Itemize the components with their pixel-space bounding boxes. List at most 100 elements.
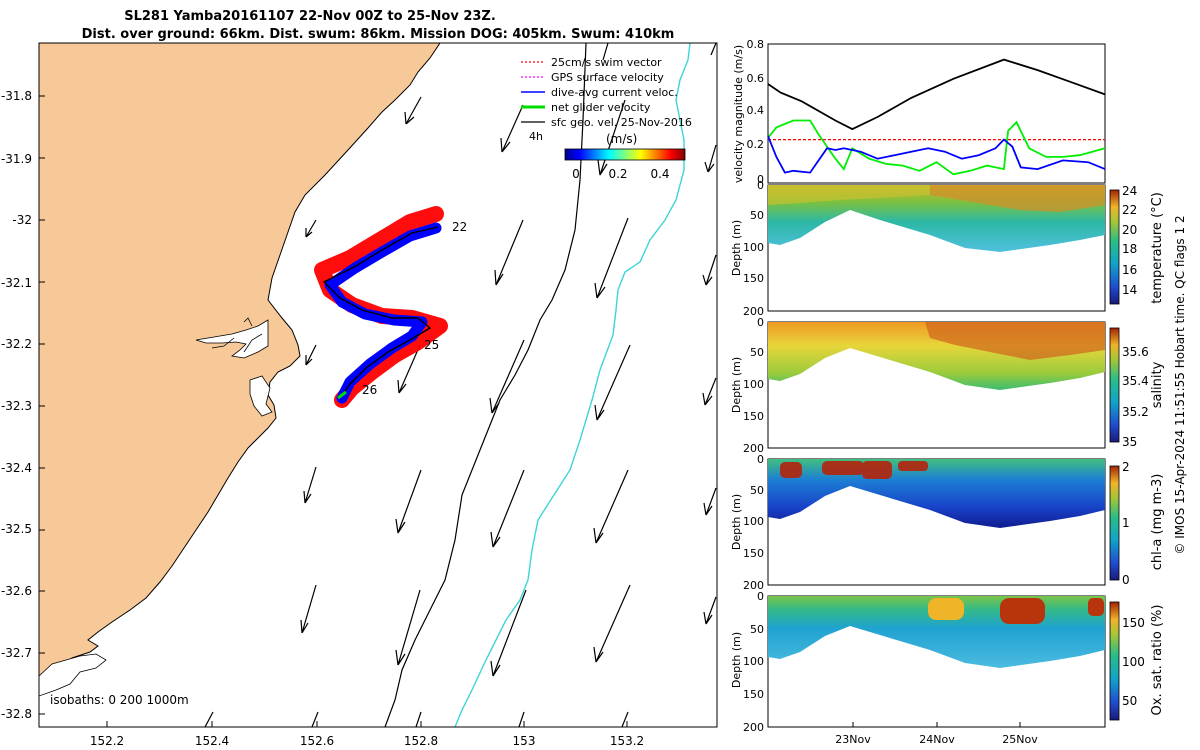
temperature-colorbar-ticks: 14 16 18 20 22 24 bbox=[1122, 184, 1137, 297]
south-bay bbox=[39, 653, 107, 697]
isobath-200m bbox=[384, 43, 587, 727]
vector bbox=[303, 466, 317, 504]
vector bbox=[518, 711, 525, 727]
cbar-tick: 18 bbox=[1122, 242, 1137, 256]
map-xtick-label: 152.4 bbox=[195, 734, 229, 748]
glider-path bbox=[322, 226, 439, 399]
velocity-ytick-label: 0.8 bbox=[747, 38, 765, 51]
vector bbox=[703, 487, 717, 516]
cbar-tick: 20 bbox=[1122, 223, 1137, 237]
chla-colorbar-ticks: 0 1 2 bbox=[1122, 460, 1130, 587]
vector bbox=[703, 596, 717, 625]
depth-tick-label: 150 bbox=[743, 688, 764, 701]
vector bbox=[710, 43, 717, 56]
series-dive-avg-current bbox=[767, 135, 1106, 174]
depth-tick-label: 200 bbox=[743, 442, 764, 455]
date-tick-label: 24Nov bbox=[919, 733, 955, 746]
vector bbox=[489, 339, 525, 414]
oxygen-ylabel: Depth (m) bbox=[730, 632, 743, 688]
map-legend: 25cm/s swim vector GPS surface velocity … bbox=[521, 56, 692, 181]
cbar-tick: 22 bbox=[1122, 203, 1137, 217]
depth-tick-label: 150 bbox=[743, 272, 764, 285]
cbar-tick: 1 bbox=[1122, 516, 1130, 530]
date-axis: 23Nov 24Nov 25Nov bbox=[835, 733, 1038, 746]
vector bbox=[490, 469, 525, 548]
cbar-tick: 14 bbox=[1122, 283, 1137, 297]
depth-tick-label: 0 bbox=[757, 179, 764, 192]
map-y-axis: -31.8 -31.9 -32 -32.1 -32.2 -32.3 -32.4 … bbox=[1, 89, 32, 721]
map-ytick-label: -32.2 bbox=[1, 337, 32, 351]
vector bbox=[602, 43, 609, 61]
temperature-surface-band bbox=[768, 185, 930, 205]
depth-tick-label: 150 bbox=[743, 410, 764, 423]
map-xtick-label: 152.2 bbox=[90, 734, 124, 748]
cbar-tick: 35.2 bbox=[1122, 405, 1149, 419]
chla-patch bbox=[898, 461, 928, 471]
date-tick-label: 25Nov bbox=[1002, 733, 1038, 746]
cbar-tick: 35 bbox=[1122, 435, 1137, 449]
sfc-geo-vel-vectors bbox=[204, 43, 717, 727]
vector bbox=[204, 711, 214, 727]
vector bbox=[395, 589, 421, 666]
temperature-cbar-label: temperature (°C) bbox=[1150, 192, 1165, 304]
river-branch bbox=[211, 317, 263, 353]
oxygen-y-axis: 0 50 100 150 200 bbox=[743, 590, 764, 734]
map-frame bbox=[38, 42, 718, 728]
track-label-22: 22 bbox=[452, 220, 467, 234]
credit-text: © IMOS 15-Apr-2024 11:51:55 Hobart time.… bbox=[1173, 215, 1187, 554]
series-sfc-geo-vel bbox=[767, 58, 1106, 131]
vector bbox=[702, 254, 717, 286]
map-ytick-label: -32.5 bbox=[1, 522, 32, 536]
oxygen-colorbar-ticks: 50 100 150 bbox=[1122, 616, 1145, 708]
map-ytick-label: -31.9 bbox=[1, 152, 32, 166]
salinity-cbar-label: salinity bbox=[1150, 361, 1165, 408]
depth-tick-label: 100 bbox=[743, 515, 764, 528]
track-label-26: 26 bbox=[362, 383, 377, 397]
chla-patch bbox=[822, 461, 864, 475]
vector bbox=[305, 219, 317, 238]
title-line-2: Dist. over ground: 66km. Dist. swum: 86k… bbox=[82, 27, 675, 42]
chla-ylabel: Depth (m) bbox=[730, 494, 743, 550]
depth-tick-label: 100 bbox=[743, 655, 764, 668]
vector bbox=[397, 344, 421, 394]
chla-field bbox=[768, 459, 1105, 528]
current-fringe bbox=[324, 222, 442, 404]
velocity-ytick-label: 0.4 bbox=[747, 104, 765, 117]
map-ytick-label: -32 bbox=[12, 213, 32, 227]
vector bbox=[404, 96, 422, 125]
map-ticks bbox=[39, 95, 628, 727]
vector bbox=[702, 377, 717, 406]
map-colorbar bbox=[564, 148, 686, 161]
map-xtick-label: 152.6 bbox=[300, 734, 334, 748]
depth-tick-label: 0 bbox=[757, 453, 764, 466]
isobaths-label: isobaths: 0 200 1000m bbox=[50, 693, 189, 707]
date-tick-label: 23Nov bbox=[835, 733, 871, 746]
salinity-colorbar-ticks: 35 35.2 35.4 35.6 bbox=[1122, 345, 1149, 449]
legend-label-net: net glider velocity bbox=[551, 101, 651, 114]
vector bbox=[594, 344, 631, 421]
coastline-land bbox=[39, 43, 441, 691]
depth-tick-label: 0 bbox=[757, 590, 764, 603]
title-line-1: SL281 Yamba20161107 22-Nov 00Z to 25-Nov… bbox=[124, 9, 496, 24]
legend-label-gps: GPS surface velocity bbox=[551, 71, 664, 84]
cbar-tick: 2 bbox=[1122, 460, 1130, 474]
vector bbox=[415, 711, 422, 727]
map-ytick-label: -32.7 bbox=[1, 646, 32, 660]
depth-tick-label: 100 bbox=[743, 378, 764, 391]
vector bbox=[300, 584, 317, 634]
cbar-tick: 16 bbox=[1122, 263, 1137, 277]
legend-time-step: 4h bbox=[529, 130, 543, 143]
depth-tick-label: 100 bbox=[743, 241, 764, 254]
cbar-tick: 150 bbox=[1122, 616, 1145, 630]
cbar-tick: 35.6 bbox=[1122, 345, 1149, 359]
chla-cbar-label: chl-a (mg m-3) bbox=[1150, 474, 1165, 571]
velocity-y-axis: 0.8 0.6 0.4 0.2 0 bbox=[747, 38, 765, 186]
vector bbox=[597, 99, 626, 176]
cbar-tick: 50 bbox=[1122, 694, 1137, 708]
chla-panel: 0 50 100 150 200 Depth (m) 0 1 2 chl-a (… bbox=[730, 453, 1165, 592]
depth-tick-label: 0 bbox=[757, 316, 764, 329]
series-net-glider-velocity bbox=[767, 119, 1106, 176]
chla-y-axis: 0 50 100 150 200 bbox=[743, 453, 764, 592]
vector bbox=[490, 589, 527, 677]
